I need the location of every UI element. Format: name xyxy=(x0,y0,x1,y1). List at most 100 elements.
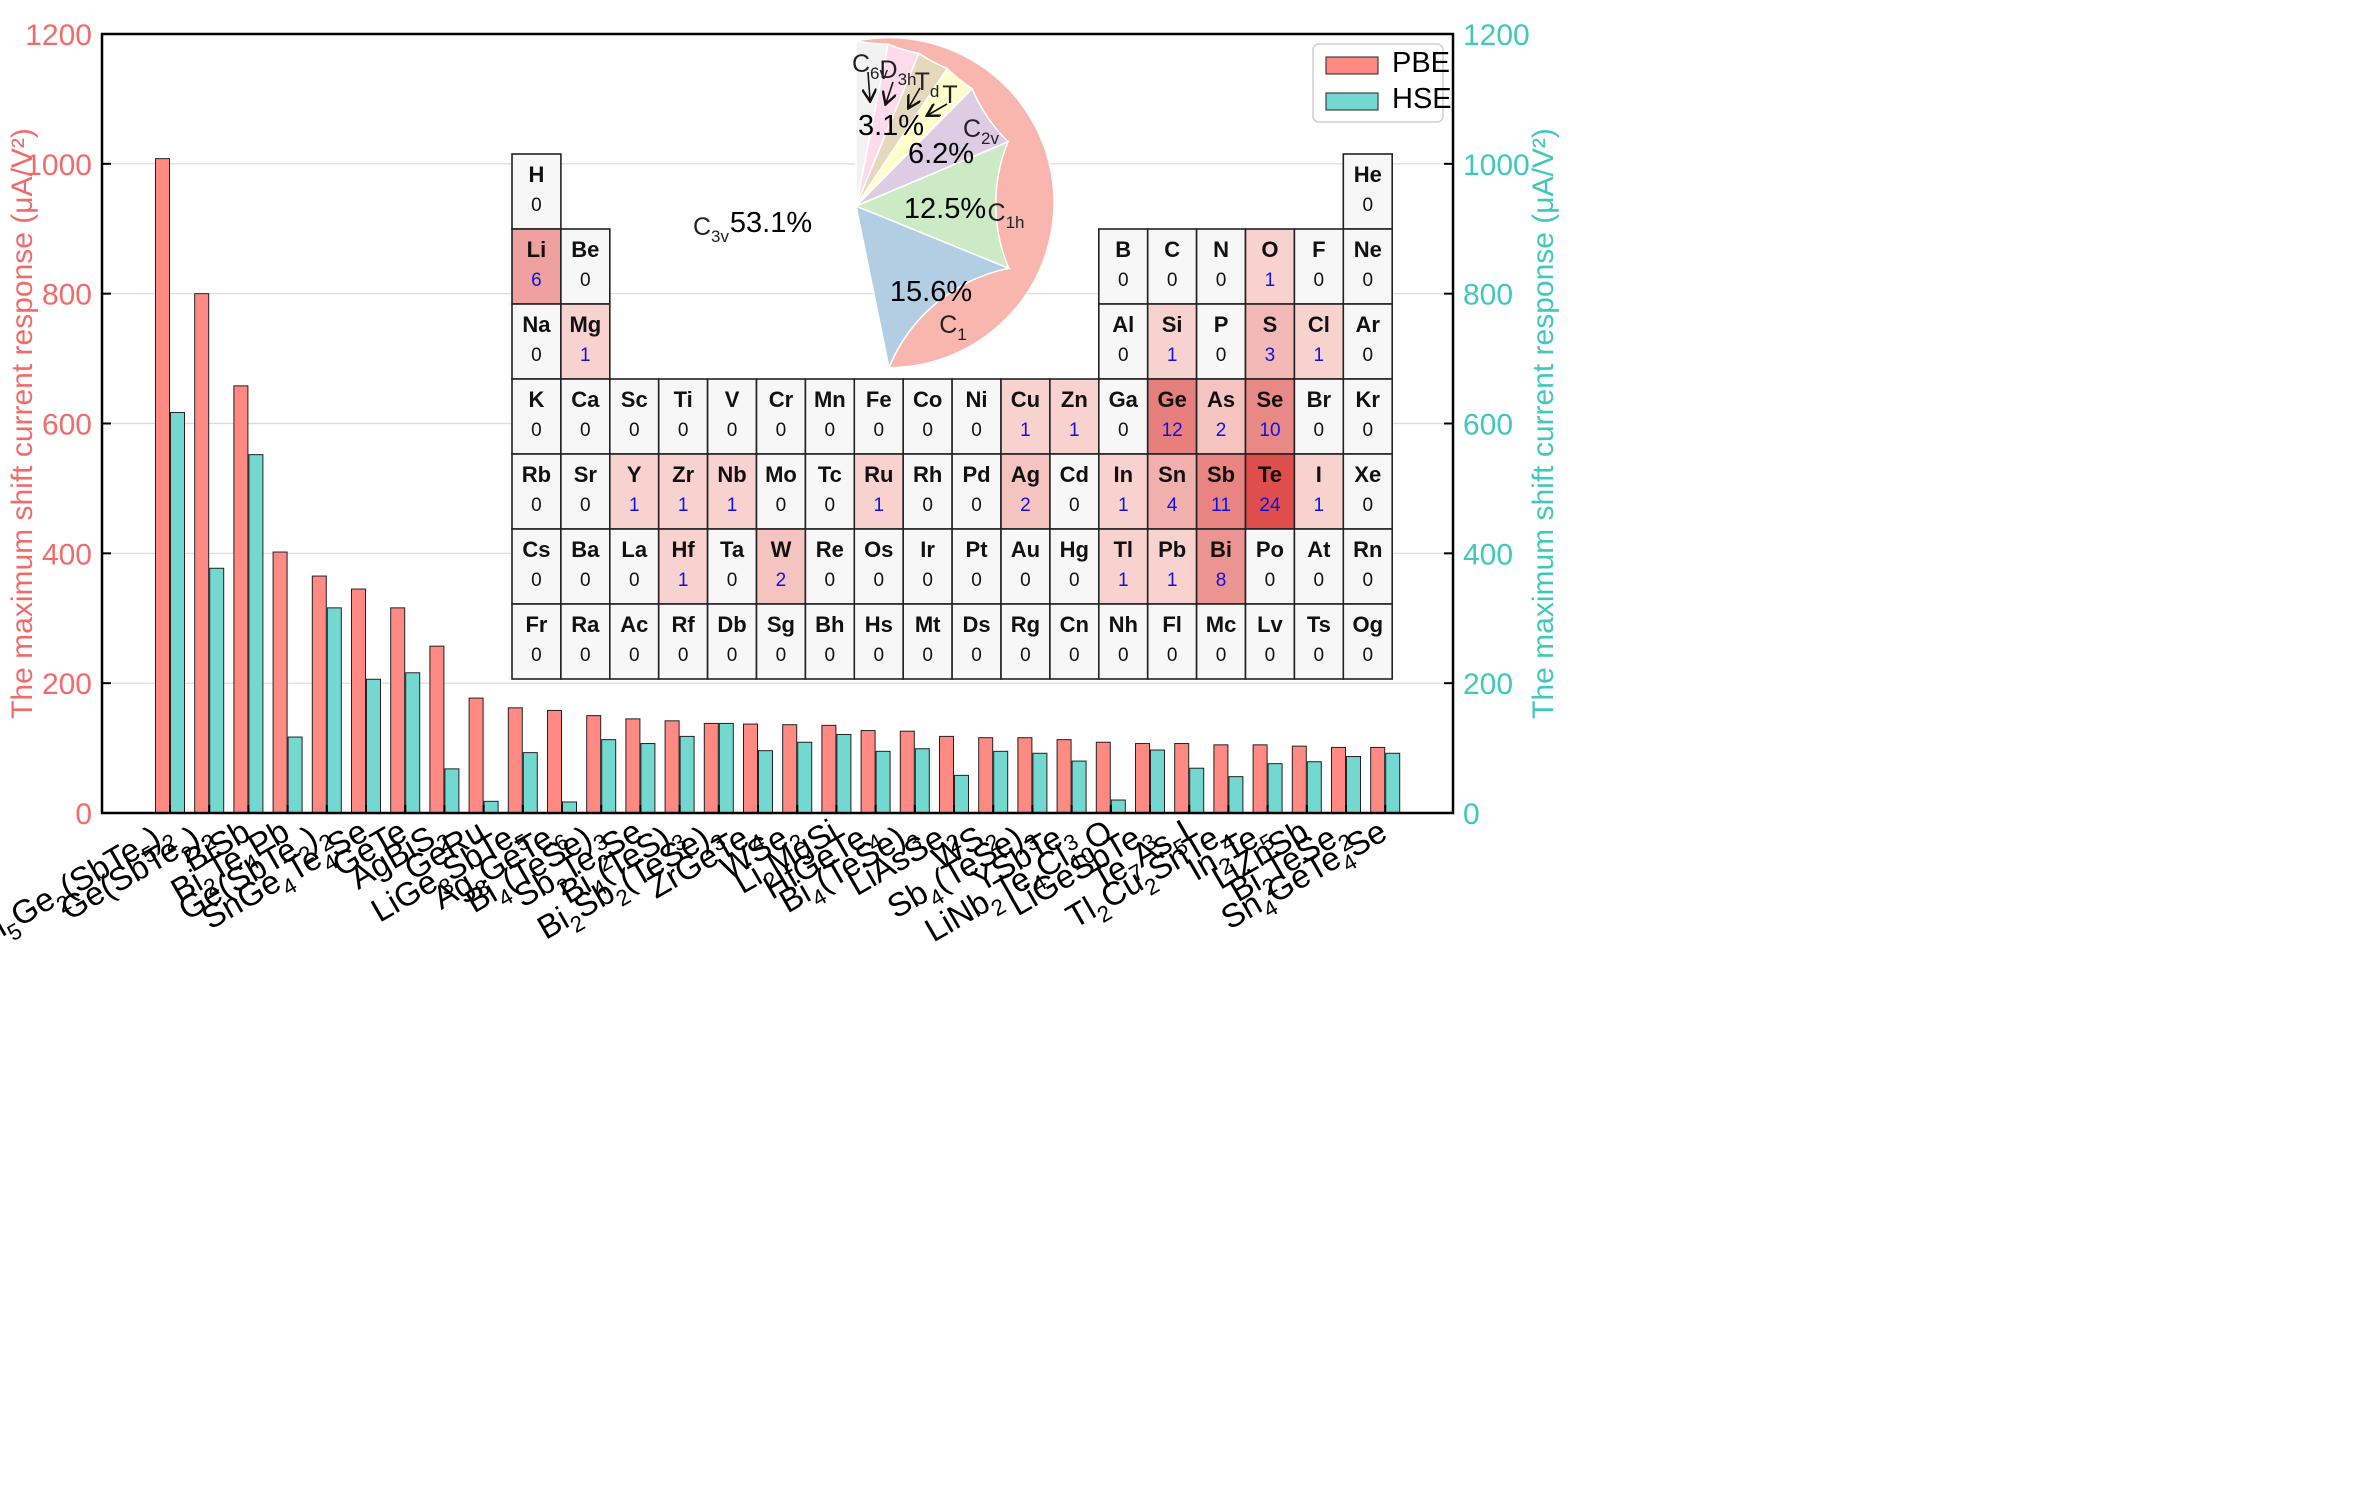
element-cell xyxy=(1000,453,1051,530)
element-symbol: Y xyxy=(627,462,642,487)
element-cell xyxy=(608,528,660,605)
element-count: 1 xyxy=(1118,495,1129,516)
element-symbol: Re xyxy=(816,537,844,562)
element-symbol: Ru xyxy=(864,462,893,487)
element-cell xyxy=(853,603,904,680)
element-cell xyxy=(902,603,953,680)
element-count: 1 xyxy=(1314,345,1325,366)
element-cell xyxy=(1293,303,1345,380)
element-count: 0 xyxy=(1362,420,1373,441)
bar-hse xyxy=(1150,749,1165,814)
element-symbol: Rn xyxy=(1353,537,1382,562)
pie-name-label-part: 3h xyxy=(898,70,917,89)
element-count: 0 xyxy=(922,645,933,666)
legend-swatch xyxy=(1325,56,1379,75)
element-count: 0 xyxy=(825,495,836,516)
element-symbol: Al xyxy=(1112,312,1134,337)
element-symbol: Cd xyxy=(1060,462,1089,487)
element-symbol: I xyxy=(1316,462,1322,487)
y-tick-label-right: 0 xyxy=(1463,798,1480,831)
element-cell xyxy=(1146,303,1198,380)
bar-hse xyxy=(287,736,303,814)
pie-name-label: Td xyxy=(915,68,940,101)
element-symbol: Hs xyxy=(865,612,893,637)
element-symbol: Na xyxy=(522,312,551,337)
element-count: 0 xyxy=(1314,570,1325,591)
element-count: 0 xyxy=(1362,645,1373,666)
element-symbol: O xyxy=(1261,237,1278,262)
element-symbol: Ac xyxy=(620,612,648,637)
element-cell xyxy=(1342,603,1394,680)
element-symbol: Ca xyxy=(571,387,600,412)
element-symbol: Zr xyxy=(672,462,694,487)
element-cell xyxy=(511,528,562,605)
element-count: 12 xyxy=(1162,420,1183,441)
pie-name-label: C3v xyxy=(693,213,730,246)
element-symbol: Ts xyxy=(1307,612,1331,637)
element-symbol: V xyxy=(725,387,740,412)
element-cell xyxy=(1098,603,1149,680)
bar-pbe xyxy=(155,158,170,814)
bar-hse xyxy=(1032,752,1048,814)
element-count: 0 xyxy=(1118,645,1129,666)
element-symbol: Ag xyxy=(1011,462,1040,487)
element-count: 1 xyxy=(1314,495,1325,516)
element-count: 0 xyxy=(1118,420,1129,441)
element-symbol: Ds xyxy=(962,612,990,637)
bar-hse xyxy=(954,774,969,814)
y-tick-label-left: 1200 xyxy=(25,19,92,52)
element-cell xyxy=(706,603,758,680)
element-count: 0 xyxy=(971,495,982,516)
element-cell xyxy=(1342,378,1394,455)
pie-percent-label: 53.1% xyxy=(730,207,812,239)
element-cell xyxy=(951,453,1002,530)
element-symbol: He xyxy=(1354,162,1382,187)
y-tick-label-left: 800 xyxy=(42,279,92,312)
y-tick-label-left: 600 xyxy=(42,409,92,442)
pie-name-label: T xyxy=(942,81,957,109)
element-count: 0 xyxy=(678,420,689,441)
element-cell xyxy=(511,228,562,305)
bar-hse xyxy=(993,750,1009,814)
pie-name-label: C1 xyxy=(939,311,967,344)
bar-hse xyxy=(875,750,891,814)
element-cell xyxy=(1098,303,1149,380)
element-count: 3 xyxy=(1265,345,1276,366)
element-cell xyxy=(1342,528,1394,605)
bar-hse xyxy=(914,748,930,814)
bar-pbe xyxy=(311,575,327,814)
bar-pbe xyxy=(507,707,523,814)
element-count: 0 xyxy=(922,495,933,516)
element-cell xyxy=(755,603,807,680)
element-symbol: N xyxy=(1213,237,1229,262)
legend-label: PBE xyxy=(1392,47,1450,79)
bar-pbe xyxy=(1095,741,1111,814)
bar-pbe xyxy=(782,724,798,814)
bar-hse xyxy=(483,800,499,814)
element-count: 0 xyxy=(873,420,884,441)
bar-pbe xyxy=(1331,746,1346,814)
element-count: 0 xyxy=(873,570,884,591)
pie-arrow xyxy=(928,104,948,115)
y-axis-label-right: The maximum shift current response (μA/V… xyxy=(1527,128,1560,719)
pie-name-label-part: T xyxy=(915,68,930,96)
element-count: 0 xyxy=(971,645,982,666)
bar-pbe xyxy=(351,588,366,814)
element-symbol: Rf xyxy=(672,612,696,637)
element-cell xyxy=(1000,378,1051,455)
bar-hse xyxy=(836,733,852,814)
bar-hse xyxy=(1306,761,1322,814)
bar-hse xyxy=(326,607,342,814)
element-symbol: S xyxy=(1263,312,1278,337)
element-symbol: Fe xyxy=(866,387,892,412)
bar-hse xyxy=(522,752,538,814)
element-cell xyxy=(804,528,856,605)
element-count: 0 xyxy=(1020,570,1031,591)
bar-pbe xyxy=(1135,743,1150,814)
pie-slice xyxy=(854,204,1012,371)
bar-pbe xyxy=(703,722,719,814)
element-symbol: Cl xyxy=(1308,312,1330,337)
element-cell xyxy=(560,228,611,305)
pie-name-label-part: C xyxy=(852,50,870,78)
